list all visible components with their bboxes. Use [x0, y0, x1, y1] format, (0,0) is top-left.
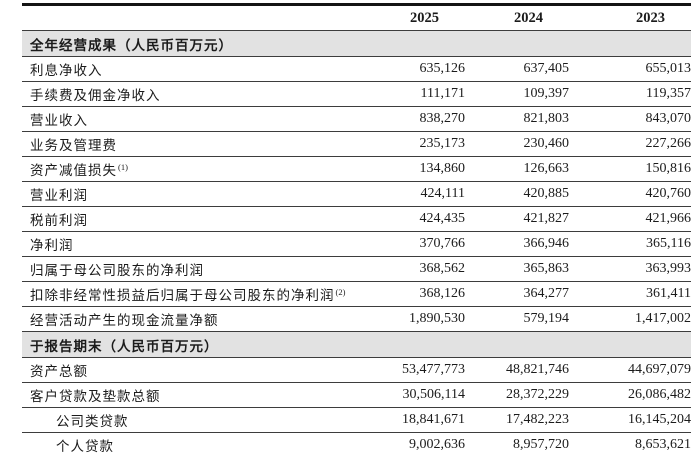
row-value: 8,653,621 [635, 437, 691, 452]
table-row-operating-income: 营业收入 838,270 821,803 843,070 [22, 107, 691, 132]
row-value: 18,841,671 [402, 412, 465, 427]
row-value: 365,116 [646, 236, 691, 251]
year-header-2024: 2024 [514, 9, 543, 26]
row-value: 420,885 [523, 186, 570, 201]
row-value: 48,821,746 [506, 362, 569, 377]
row-value: 44,697,079 [628, 362, 691, 377]
row-value: 655,013 [645, 61, 692, 76]
table-row-net-interest-income: 利息净收入 635,126 637,405 655,013 [22, 57, 691, 82]
row-label: 资产总额 [30, 364, 88, 379]
row-value: 30,506,114 [402, 387, 465, 402]
table-row-operating-profit: 营业利润 424,111 420,885 420,760 [22, 182, 691, 207]
row-label: 个人贷款 [56, 439, 114, 454]
row-label: 公司类贷款 [56, 414, 129, 429]
row-label: 归属于母公司股东的净利润 [30, 263, 204, 278]
row-value: 364,277 [523, 286, 570, 301]
row-label: 税前利润 [30, 213, 88, 228]
row-value: 370,766 [419, 236, 466, 251]
year-header-row: 2025 2024 2023 [22, 6, 691, 31]
financial-table: 2025 2024 2023 全年经营成果（人民币百万元） 利息净收入 635,… [22, 3, 691, 457]
row-value: 17,482,223 [506, 412, 569, 427]
table-row-profit-before-tax: 税前利润 424,435 421,827 421,966 [22, 207, 691, 232]
row-value: 1,417,002 [635, 311, 691, 326]
table-row-profit-excluding-nonrecurring: 扣除非经常性损益后归属于母公司股东的净利润(2) 368,126 364,277… [22, 282, 691, 307]
table-row-fee-commission-income: 手续费及佣金净收入 111,171 109,397 119,357 [22, 82, 691, 107]
row-value: 365,863 [523, 261, 570, 276]
row-value: 111,171 [420, 86, 465, 101]
row-value: 368,562 [419, 261, 466, 276]
row-label: 利息净收入 [30, 63, 103, 78]
row-value: 9,002,636 [409, 437, 465, 452]
row-value: 109,397 [523, 86, 570, 101]
year-header-2025: 2025 [410, 9, 439, 26]
table-row-profit-attributable-to-parent: 归属于母公司股东的净利润 368,562 365,863 363,993 [22, 257, 691, 282]
row-value: 579,194 [523, 311, 570, 326]
row-value: 421,827 [523, 211, 570, 226]
row-value: 821,803 [523, 111, 570, 126]
row-label: 手续费及佣金净收入 [30, 88, 161, 103]
row-value: 150,816 [645, 161, 692, 176]
row-label: 经营活动产生的现金流量净额 [30, 313, 219, 328]
row-value: 838,270 [419, 111, 466, 126]
row-value: 1,890,530 [409, 311, 465, 326]
row-value: 637,405 [523, 61, 570, 76]
row-value: 361,411 [646, 286, 691, 301]
row-value: 368,126 [419, 286, 466, 301]
table-row-total-assets: 资产总额 53,477,773 48,821,746 44,697,079 [22, 358, 691, 383]
row-value: 119,357 [646, 86, 691, 101]
year-header-2023: 2023 [636, 9, 665, 26]
row-label: 净利润 [30, 238, 74, 253]
row-label: 客户贷款及垫款总额 [30, 389, 161, 404]
row-value: 16,145,204 [628, 412, 691, 427]
table-row-impairment-losses: 资产减值损失(1) 134,860 126,663 150,816 [22, 157, 691, 182]
table-row-corporate-loans: 公司类贷款 18,841,671 17,482,223 16,145,204 [22, 408, 691, 433]
row-value: 635,126 [419, 61, 466, 76]
table-row-total-loans-advances: 客户贷款及垫款总额 30,506,114 28,372,229 26,086,4… [22, 383, 691, 408]
row-value: 366,946 [523, 236, 570, 251]
section-header-period-end: 于报告期末（人民币百万元） [22, 332, 691, 358]
row-value: 363,993 [645, 261, 692, 276]
row-value: 28,372,229 [506, 387, 569, 402]
row-label: 营业利润 [30, 188, 88, 203]
row-value: 230,460 [523, 136, 570, 151]
footnote-marker-1: (1) [118, 161, 128, 172]
table-row-net-operating-cash-flow: 经营活动产生的现金流量净额 1,890,530 579,194 1,417,00… [22, 307, 691, 332]
row-value: 843,070 [645, 111, 692, 126]
row-value: 126,663 [523, 161, 570, 176]
row-label: 营业收入 [30, 113, 88, 128]
row-value: 421,966 [645, 211, 692, 226]
table-row-operating-expenses: 业务及管理费 235,173 230,460 227,266 [22, 132, 691, 157]
row-value: 227,266 [645, 136, 692, 151]
row-label: 业务及管理费 [30, 138, 117, 153]
row-value: 8,957,720 [513, 437, 569, 452]
row-value: 235,173 [419, 136, 466, 151]
row-label: 资产减值损失(1) [30, 161, 128, 179]
table-row-net-profit: 净利润 370,766 366,946 365,116 [22, 232, 691, 257]
row-value: 424,435 [419, 211, 466, 226]
row-value: 26,086,482 [628, 387, 691, 402]
table-row-personal-loans: 个人贷款 9,002,636 8,957,720 8,653,621 [22, 433, 691, 457]
footnote-marker-2: (2) [335, 286, 346, 297]
row-value: 53,477,773 [402, 362, 465, 377]
row-value: 134,860 [419, 161, 466, 176]
row-value: 424,111 [420, 186, 465, 201]
section-header-operating-results: 全年经营成果（人民币百万元） [22, 31, 691, 57]
row-value: 420,760 [645, 186, 692, 201]
row-label: 扣除非经常性损益后归属于母公司股东的净利润(2) [30, 286, 346, 304]
